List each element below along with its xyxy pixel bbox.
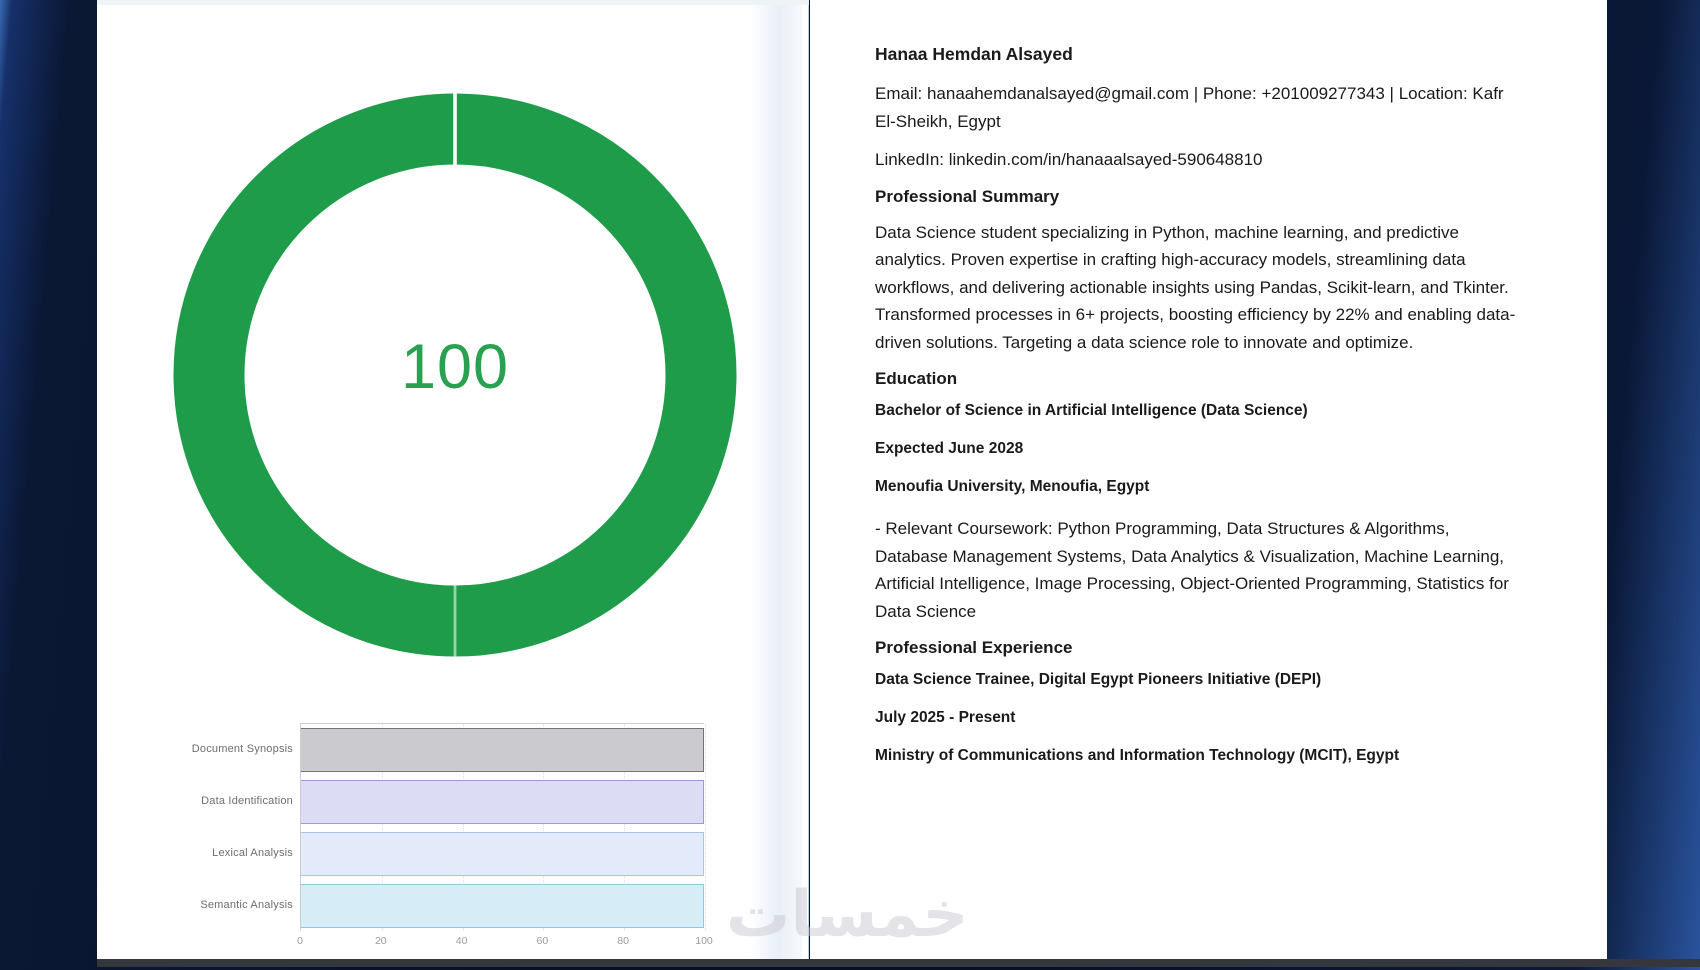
bar-row <box>301 880 704 932</box>
summary-heading: Professional Summary <box>875 186 1060 206</box>
x-axis-tick-label: 80 <box>617 935 630 947</box>
donut-ring <box>173 92 737 658</box>
bar-row <box>301 828 704 880</box>
experience-date: July 2025 - Present <box>875 709 1016 726</box>
donut-gap-bottom <box>453 583 457 658</box>
bar <box>301 884 704 928</box>
education-school: Menoufia University, Menoufia, Egypt <box>875 478 1150 495</box>
analysis-report-panel: 100 Document Synopsis Data Identification… <box>97 5 809 959</box>
score-donut-chart: 100 <box>145 65 765 685</box>
bar-row <box>301 724 704 776</box>
experience-title: Data Science Trainee, Digital Egypt Pion… <box>875 671 1322 688</box>
resume-name: Hanaa Hemdan Alsayed <box>875 44 1073 64</box>
gridline <box>543 724 545 931</box>
education-date: Expected June 2028 <box>875 440 1024 457</box>
education-degree: Bachelor of Science in Artificial Intell… <box>875 402 1308 419</box>
bar-category-label: Document Synopsis <box>191 743 293 755</box>
x-axis-tick-label: 100 <box>695 935 713 947</box>
bar <box>301 780 704 824</box>
resume-document-panel: Hanaa Hemdan Alsayed Email: hanaahemdana… <box>810 0 1607 959</box>
bar-category-label: Semantic Analysis <box>200 899 293 911</box>
bar <box>301 728 704 772</box>
donut-score-value: 100 <box>400 332 510 402</box>
gridline <box>381 724 383 931</box>
bar <box>301 832 704 876</box>
bar-category-labels: Document Synopsis Data Identification Lexi… <box>103 723 293 931</box>
bar-category-label: Lexical Analysis <box>212 847 293 859</box>
donut-center: 100 <box>145 65 765 685</box>
experience-org: Ministry of Communications and Informati… <box>875 747 1400 764</box>
summary-text: Data Science student specializing in Pyt… <box>875 222 1516 352</box>
gridline <box>705 724 706 931</box>
education-coursework: - Relevant Coursework: Python Programmin… <box>875 519 1509 621</box>
donut-gap-top <box>453 92 457 167</box>
gridline <box>624 724 626 931</box>
panel-top-strip <box>97 0 809 5</box>
category-scores-bar-chart: Document Synopsis Data Identification Lexi… <box>103 719 803 969</box>
resume-linkedin-line: LinkedIn: linkedin.com/in/hanaaalsayed-5… <box>875 150 1263 169</box>
experience-heading: Professional Experience <box>875 638 1073 657</box>
x-axis-tick-label: 40 <box>455 935 468 947</box>
resume-contact-line: Email: hanaahemdanalsayed@gmail.com | Ph… <box>875 84 1504 131</box>
x-axis-tick-label: 20 <box>374 935 387 947</box>
x-axis-tick-label: 0 <box>297 935 303 947</box>
education-heading: Education <box>875 369 958 388</box>
bar-row <box>301 776 704 828</box>
gridline <box>462 724 464 931</box>
bar-plot-area <box>300 723 706 932</box>
x-axis: 0 20 40 60 80 100 <box>297 935 713 955</box>
bar-category-label: Data Identification <box>201 795 293 807</box>
x-axis-tick-label: 60 <box>536 935 549 947</box>
bottom-taskbar <box>97 959 1700 967</box>
resume-document: Hanaa Hemdan Alsayed Email: hanaahemdana… <box>810 0 1607 766</box>
